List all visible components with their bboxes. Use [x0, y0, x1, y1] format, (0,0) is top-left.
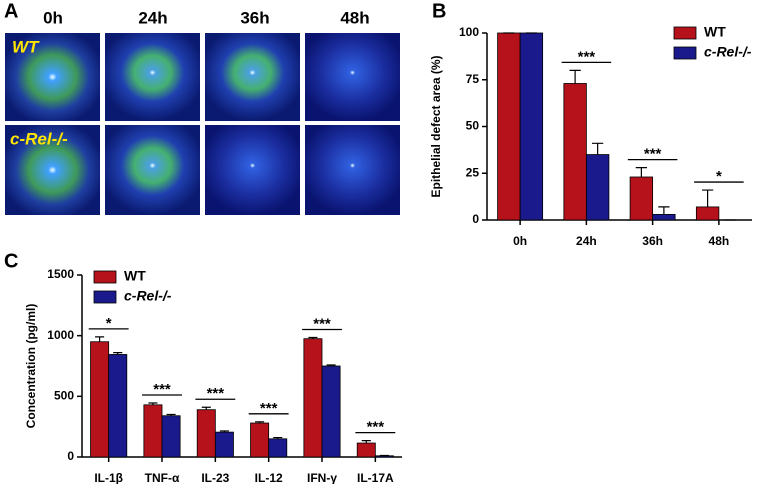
legend-label: WT	[704, 24, 726, 40]
legend-label: c-Rel-/-	[124, 288, 172, 304]
photo	[5, 33, 100, 121]
y-tick-label: 0	[472, 212, 479, 226]
error-bar	[113, 352, 123, 355]
error-bar	[166, 413, 176, 416]
error-bar	[569, 69, 581, 84]
x-tick-label: IL-12	[255, 471, 283, 484]
y-axis-label: Epithelial defect area (%)	[429, 55, 443, 197]
error-bar	[635, 167, 647, 177]
significance-label: ***	[153, 381, 171, 398]
photo	[5, 125, 100, 215]
y-tick-label: 100	[459, 25, 479, 39]
y-tick-label: 500	[54, 389, 74, 403]
photo	[105, 33, 200, 121]
bar	[652, 213, 676, 221]
bar	[214, 431, 234, 458]
row-label: WT	[12, 37, 40, 56]
significance-label: *	[106, 315, 112, 332]
significance-label: *	[716, 168, 722, 185]
bar	[519, 32, 544, 221]
photo	[305, 33, 400, 121]
bar	[90, 341, 110, 458]
error-bar	[255, 421, 265, 424]
bar	[321, 365, 341, 458]
bar	[196, 409, 216, 458]
bar	[161, 415, 181, 458]
x-tick-label: TNF-α	[145, 471, 180, 484]
y-tick-label: 75	[466, 72, 480, 86]
y-tick-label: 1000	[47, 328, 74, 342]
error-bar	[308, 336, 318, 339]
y-tick-label: 25	[466, 165, 480, 179]
significance-label: ***	[644, 146, 662, 163]
panel-label: B	[432, 0, 446, 22]
legend-swatch	[673, 46, 697, 60]
significance-label: ***	[578, 48, 596, 65]
photo	[305, 125, 400, 215]
bar	[356, 442, 376, 458]
significance-label: ***	[367, 419, 385, 436]
error-bar	[701, 189, 714, 207]
bar	[108, 354, 128, 458]
column-label: 36h	[240, 8, 269, 27]
legend-swatch	[93, 270, 117, 284]
photo	[205, 125, 300, 215]
error-bar	[95, 336, 105, 342]
significance-label: ***	[313, 315, 331, 332]
bar	[497, 32, 521, 221]
column-label: 48h	[340, 8, 369, 27]
error-bar	[326, 364, 336, 366]
panel-label: A	[4, 0, 18, 22]
x-tick-label: 24h	[576, 234, 597, 248]
photo	[205, 33, 300, 121]
bar	[143, 404, 163, 458]
bar	[268, 438, 288, 458]
row-label: c-Rel-/-	[10, 129, 68, 148]
bar	[250, 422, 270, 458]
significance-label: ***	[260, 400, 278, 417]
legend-label: c-Rel-/-	[704, 44, 752, 60]
x-tick-label: 36h	[642, 234, 663, 248]
x-tick-label: IFN-γ	[307, 471, 337, 484]
column-label: 24h	[138, 8, 167, 27]
error-bar	[592, 142, 604, 155]
error-bar	[148, 402, 158, 405]
legend-swatch	[673, 26, 697, 40]
x-tick-label: 48h	[709, 234, 730, 248]
y-tick-label: 0	[67, 449, 74, 463]
bar	[563, 83, 587, 221]
significance-label: ***	[207, 385, 225, 402]
bar	[585, 154, 610, 221]
y-tick-label: 1500	[47, 267, 74, 281]
panel-label: C	[4, 250, 18, 272]
error-bar	[658, 206, 670, 215]
y-tick-label: 50	[466, 119, 480, 133]
x-tick-label: IL-1β	[94, 471, 123, 484]
error-bar	[361, 440, 371, 444]
legend-swatch	[93, 290, 117, 304]
error-bar	[219, 430, 229, 433]
photo-grid: 0h 24h 36h 48h WT c-Rel-/-	[5, 8, 400, 215]
y-axis-label: Concentration (pg/ml)	[24, 304, 38, 429]
column-label: 0h	[43, 8, 63, 27]
x-tick-label: IL-17A	[357, 471, 394, 484]
bar	[629, 176, 654, 221]
photo	[105, 125, 200, 215]
error-bar	[201, 406, 211, 410]
legend-label: WT	[124, 268, 146, 284]
x-tick-label: IL-23	[201, 471, 229, 484]
bar	[695, 206, 720, 221]
error-bar	[273, 436, 283, 439]
x-tick-label: 0h	[513, 234, 527, 248]
bar	[303, 338, 323, 458]
